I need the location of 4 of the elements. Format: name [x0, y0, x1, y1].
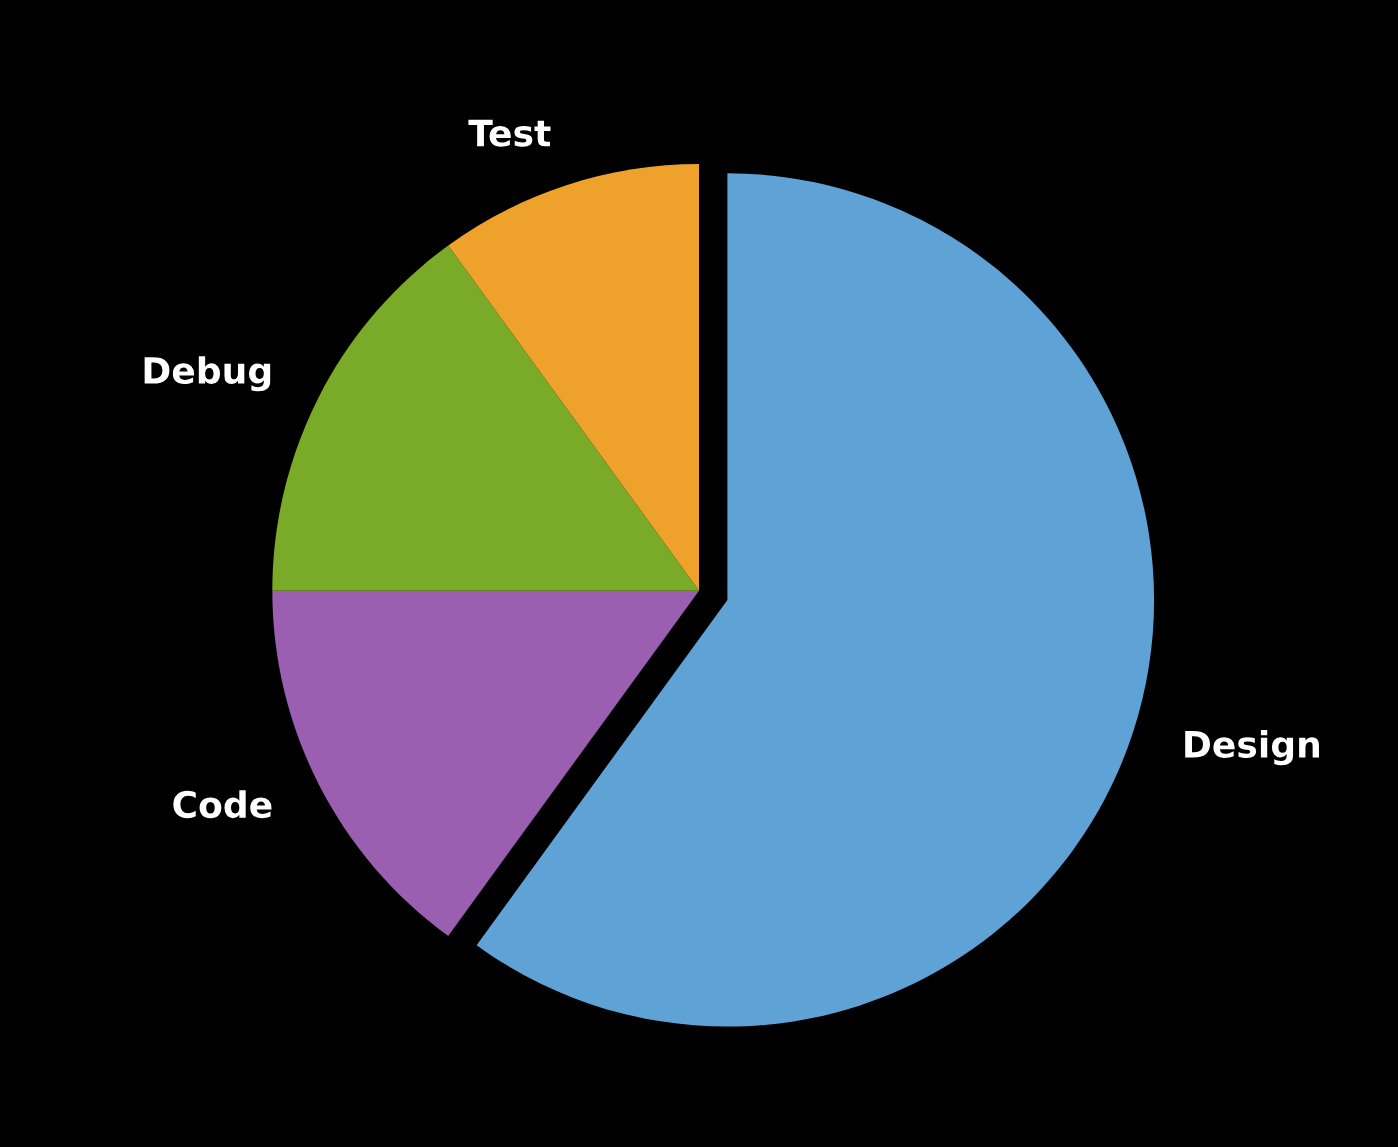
slice-label: Code	[173, 790, 272, 819]
slice-label: Test	[468, 119, 551, 147]
slice-label: Debug	[144, 356, 271, 392]
slice-label: Design	[1185, 729, 1319, 766]
